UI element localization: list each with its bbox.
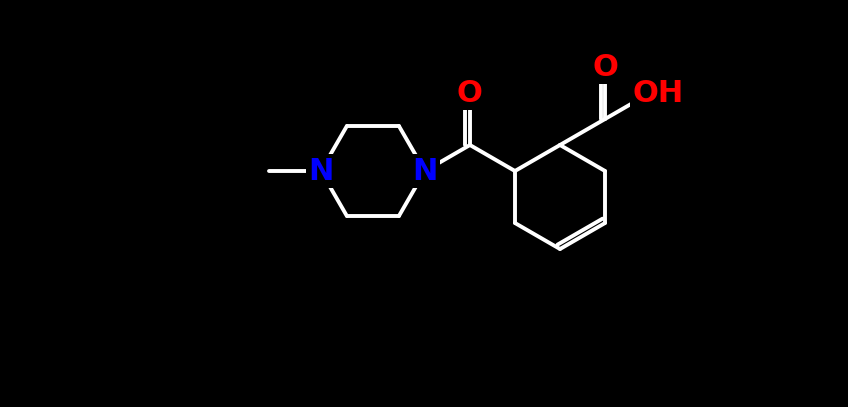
Text: O: O: [592, 53, 618, 81]
Text: N: N: [412, 157, 438, 186]
Text: OH: OH: [633, 79, 683, 107]
Text: N: N: [308, 157, 333, 186]
Text: O: O: [457, 79, 483, 107]
